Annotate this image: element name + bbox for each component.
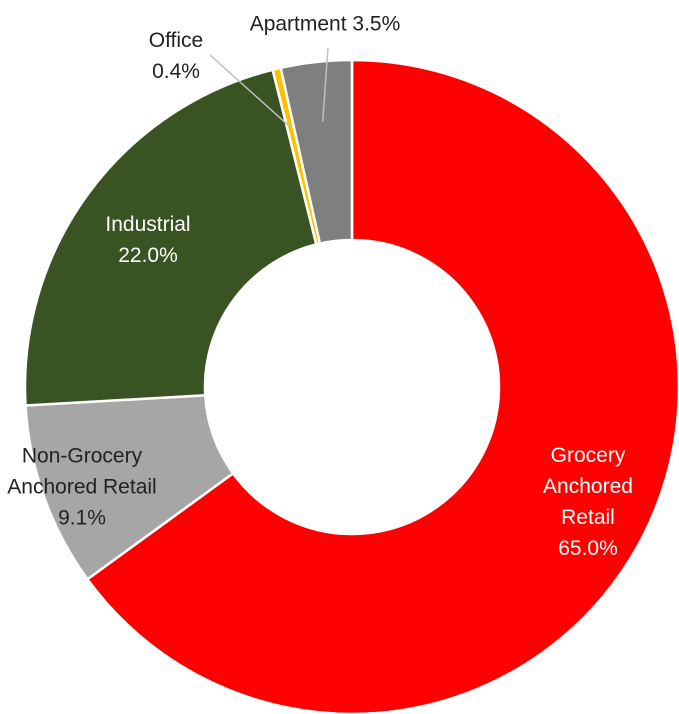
category-label: Industrial [105, 213, 191, 236]
slice-label: Office 0.4% [131, 25, 221, 87]
donut-slice [279, 58, 354, 246]
donut-slice [85, 58, 679, 714]
category-label: Grocery Anchored Retail [543, 444, 633, 529]
category-label: Office [148, 29, 204, 52]
value-label: 0.4% [152, 60, 200, 83]
value-label: 3.5% [352, 12, 401, 36]
value-label: 65.0% [558, 537, 618, 560]
category-label: Apartment [249, 12, 347, 36]
slice-label: Non-Grocery Anchored Retail 9.1% [7, 441, 157, 534]
slice-label: Industrial 22.0% [73, 209, 223, 271]
leader-line [321, 47, 329, 122]
value-label: 22.0% [118, 244, 178, 267]
donut-slice [23, 68, 318, 407]
category-label: Non-Grocery Anchored Retail [7, 444, 157, 499]
leader-line [209, 54, 291, 128]
slice-label: Apartment 3.5% [215, 9, 435, 40]
value-label: 9.1% [58, 506, 106, 530]
slice-label: Grocery Anchored Retail 65.0% [523, 440, 653, 564]
